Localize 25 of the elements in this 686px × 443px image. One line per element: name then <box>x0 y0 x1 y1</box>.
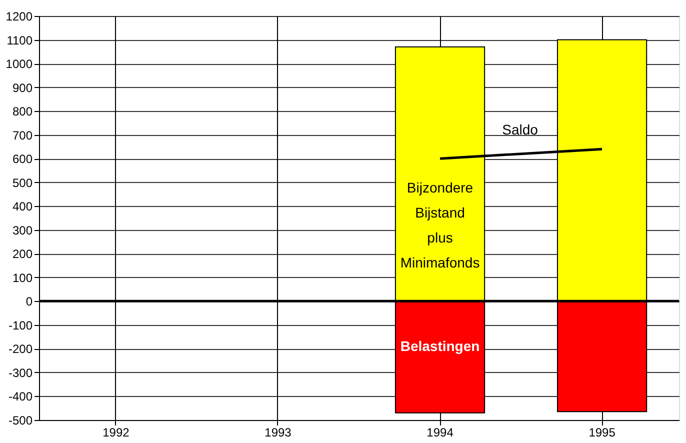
y-tick-label: 1100 <box>6 33 33 48</box>
y-tick-label: 300 <box>12 223 33 238</box>
x-tick-label: 1993 <box>264 426 292 440</box>
x-tick-label: 1994 <box>426 426 454 440</box>
y-tick-label: 1200 <box>6 10 33 24</box>
y-tick-label: 700 <box>12 128 33 142</box>
series-label: Saldo <box>502 122 538 138</box>
x-tick-label: 1992 <box>102 426 130 440</box>
x-tick-label: 1995 <box>588 426 616 440</box>
y-tick-label: 1000 <box>6 57 33 72</box>
y-tick-label: 600 <box>12 152 33 166</box>
y-tick-label: 0 <box>26 294 33 309</box>
series-label: Belastingen <box>400 338 480 354</box>
y-tick-label: -300 <box>8 366 33 380</box>
y-tick-label: 900 <box>12 80 33 95</box>
y-tick-label: -200 <box>8 342 33 356</box>
y-tick-label: -100 <box>8 318 33 332</box>
y-tick-label: -400 <box>8 390 33 404</box>
y-tick-label: 100 <box>12 270 33 285</box>
y-tick-label: 400 <box>12 200 33 214</box>
y-tick-label: 200 <box>12 247 33 262</box>
y-tick-label: -500 <box>8 414 33 428</box>
series-label: Bijzondere Bijstand plus Minimafonds <box>400 180 480 271</box>
y-tick-label: 800 <box>12 104 33 119</box>
y-tick-label: 500 <box>12 176 33 190</box>
